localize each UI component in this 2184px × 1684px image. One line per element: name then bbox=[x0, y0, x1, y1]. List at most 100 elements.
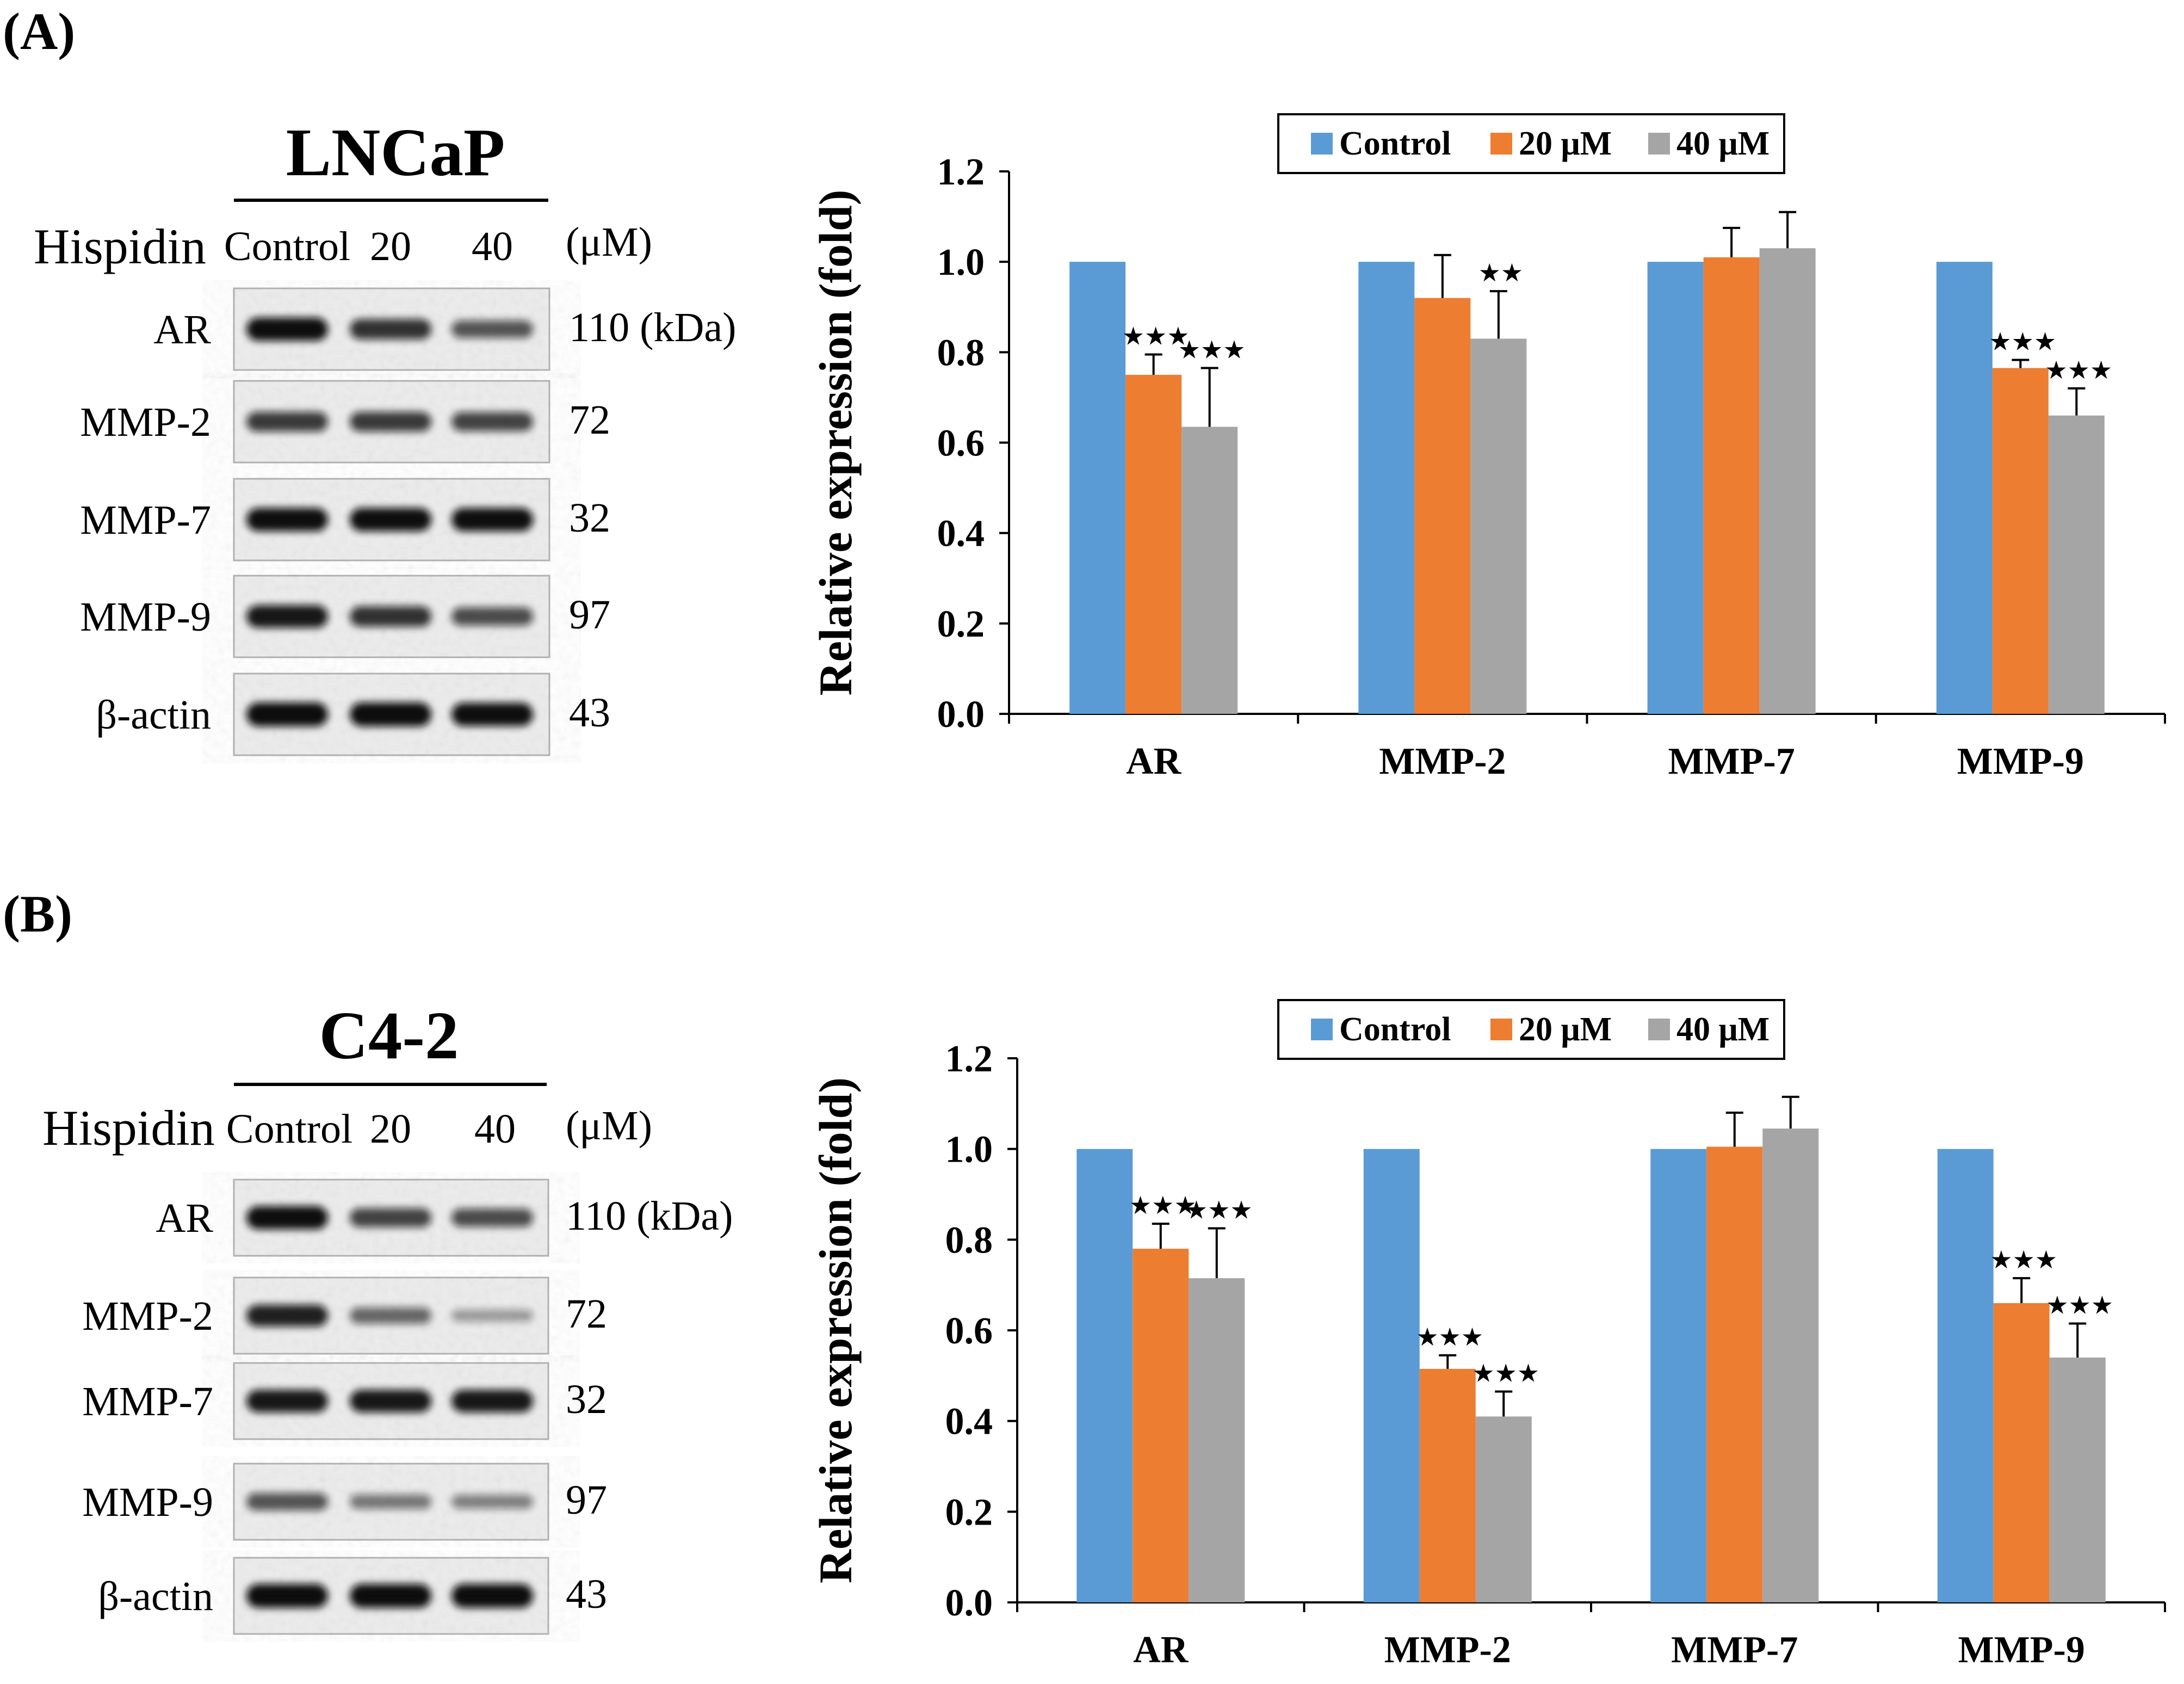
y-tick-label: 0.0 bbox=[937, 694, 985, 736]
kda-label: 43 bbox=[566, 1571, 607, 1617]
lane-label-40: 40 bbox=[474, 1106, 516, 1152]
cell-line-title: C4-2 bbox=[319, 998, 459, 1074]
blot-band bbox=[350, 508, 431, 532]
bar bbox=[2048, 415, 2105, 714]
unit-label: (μM) bbox=[566, 219, 652, 265]
y-axis-title: Relative expression (fold) bbox=[809, 1077, 862, 1583]
x-category-label: MMP-7 bbox=[1668, 741, 1795, 782]
treatment-label: Hispidin bbox=[34, 219, 206, 274]
kda-label: 97 bbox=[569, 592, 610, 638]
blot-band bbox=[451, 702, 533, 726]
legend-swatch bbox=[1311, 1019, 1333, 1040]
y-tick-label: 0.2 bbox=[945, 1491, 993, 1533]
legend-swatch bbox=[1648, 133, 1670, 155]
bar bbox=[1470, 338, 1527, 714]
lane-label-40: 40 bbox=[472, 224, 513, 269]
blot-band bbox=[451, 607, 533, 626]
y-tick-label: 0.4 bbox=[945, 1401, 993, 1443]
x-category-label: MMP-9 bbox=[1957, 741, 2084, 782]
blot-panel-b: C4-2 Hispidin Control 20 40 (μM) AR 110 (… bbox=[42, 998, 733, 1635]
y-tick-label: 1.2 bbox=[937, 151, 985, 193]
kda-label: 110 (kDa) bbox=[569, 305, 736, 350]
blot-band bbox=[246, 317, 328, 341]
bar bbox=[1358, 262, 1415, 714]
bar bbox=[1762, 1128, 1819, 1602]
blot-band bbox=[350, 702, 431, 726]
x-category-label: MMP-2 bbox=[1379, 741, 1506, 782]
legend: Control 20 μM 40 μM bbox=[1277, 113, 1785, 174]
bar bbox=[1125, 374, 1182, 714]
significance-mark: ★★★ bbox=[1122, 322, 1190, 350]
y-tick-label: 0.2 bbox=[937, 603, 985, 645]
legend-label: 20 μM bbox=[1519, 1011, 1612, 1048]
significance-mark: ★★★ bbox=[2046, 1292, 2113, 1319]
bar bbox=[1181, 427, 1238, 714]
blot-band bbox=[350, 1584, 431, 1608]
y-tick-label: 1.2 bbox=[945, 1038, 993, 1080]
blot-row: AR 110 (kDa) bbox=[153, 287, 736, 371]
protein-label: β-actin bbox=[98, 1574, 213, 1619]
y-tick-label: 0.8 bbox=[937, 332, 985, 374]
blot-band bbox=[246, 1492, 328, 1511]
blot-rows: AR 110 (kDa) MMP-2 72 MMP-7 32 MMP-9 97 β-actin 4… bbox=[82, 1179, 733, 1635]
bar bbox=[1706, 1146, 1763, 1602]
blot-row: MMP-7 32 bbox=[80, 478, 610, 562]
significance-mark: ★★★ bbox=[1989, 328, 2057, 355]
y-tick-label: 1.0 bbox=[937, 242, 985, 283]
kda-label: 97 bbox=[566, 1477, 607, 1523]
x-category-label: AR bbox=[1126, 741, 1182, 782]
y-tick-label: 0.8 bbox=[945, 1219, 993, 1261]
panel-label-b: (B) bbox=[3, 885, 72, 943]
blot-band bbox=[350, 319, 431, 340]
x-category-label: AR bbox=[1133, 1629, 1189, 1671]
blot-rows: AR 110 (kDa) MMP-2 72 MMP-7 32 MMP-9 97 β-actin 4… bbox=[80, 287, 736, 756]
significance-mark: ★★★ bbox=[1129, 1192, 1197, 1219]
y-tick-label: 0.6 bbox=[945, 1310, 993, 1352]
blot-band bbox=[350, 1307, 431, 1324]
lane-label-control: Control bbox=[226, 1106, 352, 1152]
blot-band bbox=[246, 1304, 328, 1327]
unit-label: (μM) bbox=[566, 1103, 652, 1149]
kda-label: 72 bbox=[569, 397, 610, 443]
blot-band bbox=[246, 1206, 328, 1230]
blot-band bbox=[246, 1584, 328, 1608]
bar-chart-a: Relative expression (fold) 0.0 0.2 0.4 0.6 0.… bbox=[809, 113, 2166, 782]
blot-band bbox=[246, 1390, 328, 1412]
x-category-label: MMP-2 bbox=[1384, 1629, 1511, 1671]
blot-row: AR 110 (kDa) bbox=[156, 1179, 733, 1257]
legend-label: Control bbox=[1339, 1011, 1451, 1048]
blot-band bbox=[246, 508, 328, 532]
blot-band bbox=[451, 508, 533, 532]
x-category-label: MMP-7 bbox=[1671, 1629, 1798, 1671]
lane-label-control: Control bbox=[224, 224, 350, 269]
x-category-label: MMP-9 bbox=[1958, 1629, 2085, 1671]
significance-mark: ★★★ bbox=[1990, 1246, 2057, 1274]
bar bbox=[1363, 1149, 1420, 1602]
lane-label-20: 20 bbox=[370, 224, 411, 269]
y-tick-label: 1.0 bbox=[945, 1129, 993, 1171]
blot-row: β-actin 43 bbox=[98, 1557, 607, 1635]
bar bbox=[2049, 1358, 2106, 1602]
significance-mark: ★★ bbox=[1478, 259, 1523, 287]
blot-band bbox=[451, 1310, 533, 1322]
blot-row: MMP-9 97 bbox=[80, 575, 610, 658]
blot-panel-a: LNCaP Hispidin Control 20 40 (μM) AR 110 … bbox=[34, 115, 736, 756]
blot-band bbox=[451, 412, 533, 431]
blot-row: MMP-2 72 bbox=[82, 1276, 607, 1355]
bar bbox=[1414, 298, 1471, 714]
kda-label: 32 bbox=[566, 1377, 607, 1422]
blot-band bbox=[451, 1495, 533, 1509]
bar bbox=[1076, 1149, 1133, 1602]
bar bbox=[1759, 248, 1816, 714]
protein-label: MMP-2 bbox=[82, 1293, 213, 1339]
kda-label: 72 bbox=[566, 1291, 607, 1337]
kda-label: 32 bbox=[569, 495, 610, 541]
y-tick-label: 0.0 bbox=[945, 1582, 993, 1624]
bar bbox=[1650, 1149, 1707, 1602]
blot-band bbox=[350, 1494, 431, 1509]
blot-row: MMP-9 97 bbox=[82, 1463, 607, 1541]
bar bbox=[1647, 262, 1704, 714]
blot-band bbox=[246, 411, 328, 432]
